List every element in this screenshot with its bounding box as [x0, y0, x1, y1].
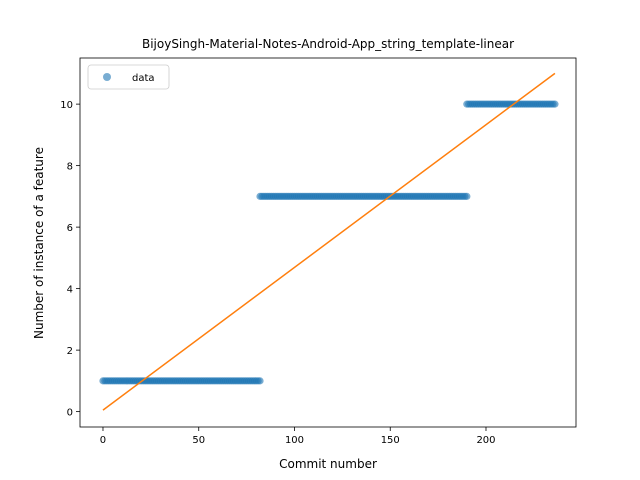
y-tick-label: 8 — [67, 162, 73, 173]
fit-line — [102, 72, 556, 411]
legend-marker — [103, 73, 111, 81]
chart-title: BijoySingh-Material-Notes-Android-App_st… — [142, 37, 514, 51]
x-tick-label: 50 — [192, 435, 205, 446]
data-point — [463, 192, 471, 200]
x-tick-label: 100 — [285, 435, 304, 446]
y-tick-label: 2 — [67, 346, 73, 357]
plot-area — [79, 57, 577, 428]
x-tick-label: 200 — [476, 435, 495, 446]
x-tick-label: 150 — [381, 435, 400, 446]
y-tick-label: 10 — [60, 100, 73, 111]
y-tick-label: 4 — [67, 285, 73, 296]
y-tick-label: 6 — [67, 223, 73, 234]
plot-frame — [79, 57, 577, 428]
x-tick-label: 0 — [100, 435, 106, 446]
y-axis-label: Number of instance of a feature — [32, 147, 46, 339]
x-axis: 0 50 100 150 200 — [100, 427, 496, 446]
y-tick-label: 0 — [67, 408, 73, 419]
x-axis-label: Commit number — [279, 457, 377, 471]
y-axis: 0 2 4 6 8 10 — [60, 100, 80, 419]
legend-label: data — [132, 73, 155, 84]
data-point — [256, 377, 264, 385]
legend-box — [87, 64, 170, 90]
data-point — [551, 100, 559, 108]
legend: data — [87, 64, 170, 90]
